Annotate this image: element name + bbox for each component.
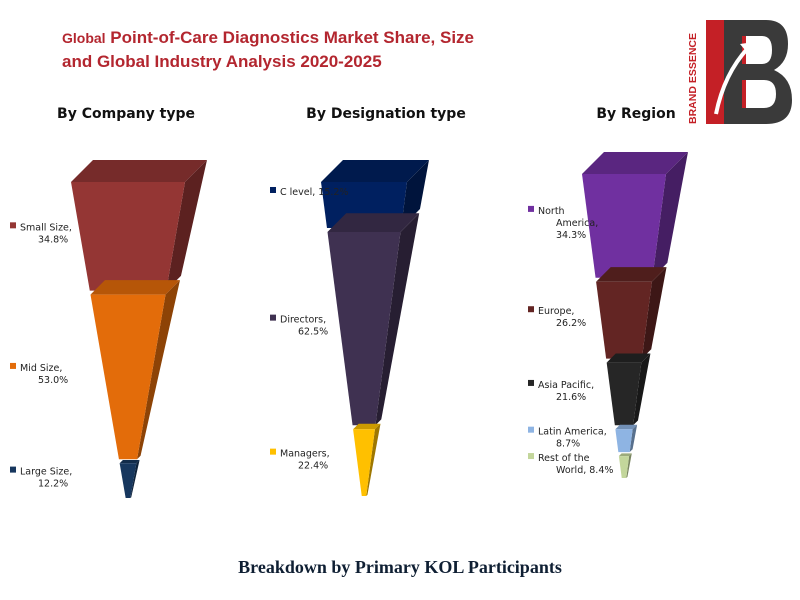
funnel-segment-2-4	[618, 453, 632, 478]
footer-caption: Breakdown by Primary KOL Participants	[238, 557, 562, 577]
panel-title-1: By Designation type	[306, 106, 466, 122]
title-line2: and Global Industry Analysis 2020-2025	[62, 52, 382, 71]
funnel-segment-0-1	[90, 280, 180, 460]
funnel-label-text: Latin America,	[538, 427, 607, 438]
funnel-segment-0-0	[71, 160, 207, 291]
funnel-segment-2-2	[606, 353, 651, 426]
funnel-label-0-2: Large Size,12.2%	[10, 466, 72, 490]
funnel-label-text: 53.0%	[38, 375, 68, 386]
panel-title-0: By Company type	[57, 106, 195, 122]
funnel-label-2-2: Asia Pacific,21.6%	[528, 379, 594, 403]
funnel-label-text: Large Size,	[20, 467, 72, 478]
funnel-segment-1-2	[353, 423, 381, 496]
funnel-label-text: North	[538, 206, 565, 217]
funnel-label-text: Small Size,	[20, 222, 72, 233]
funnel-label-1-2: Managers,22.4%	[270, 448, 330, 472]
funnel-label-text: Asia Pacific,	[538, 380, 594, 391]
funnel-label-text: 34.3%	[556, 230, 586, 241]
funnel-label-0-0: Small Size,34.8%	[10, 222, 72, 245]
brand-logo	[706, 20, 792, 124]
funnel-label-2-1: Europe,26.2%	[528, 306, 586, 329]
funnel-label-text: C level, 15.2%	[280, 187, 348, 198]
funnel-segment-1-1	[327, 213, 420, 426]
logo-text: BRAND ESSENCE	[687, 33, 699, 124]
funnel-label-text: 62.5%	[298, 327, 328, 338]
logo-text-wrap: BRAND ESSENCE	[687, 33, 699, 124]
funnel-label-text: Managers,	[280, 449, 330, 460]
funnel-segment-2-0	[582, 152, 688, 278]
funnel-label-text: World, 8.4%	[556, 465, 613, 476]
title-prefix: Global	[62, 30, 106, 46]
panel-title-2: By Region	[596, 106, 676, 122]
logo-arrow-head	[740, 42, 754, 56]
funnel-label-text: America,	[556, 218, 598, 229]
funnel-segment-0-2	[119, 459, 140, 498]
funnel-segment-2-3	[615, 424, 638, 453]
funnel-label-text: 12.2%	[38, 479, 68, 490]
funnel-label-text: Rest of the	[538, 453, 590, 464]
funnel-label-text: Europe,	[538, 306, 574, 317]
logo-arrow	[714, 46, 750, 115]
funnel-label-text: Mid Size,	[20, 363, 62, 374]
funnel-label-text: 26.2%	[556, 318, 586, 329]
funnel-label-text: 21.6%	[556, 392, 586, 403]
funnel-label-text: 34.8%	[38, 234, 68, 245]
funnel-segment-2-1	[596, 267, 667, 359]
funnel-label-1-0: C level, 15.2%	[270, 186, 348, 198]
funnel-label-text: 22.4%	[298, 461, 328, 472]
title-main: Point-of-Care Diagnostics Market Share, …	[110, 28, 474, 47]
funnel-label-1-1: Directors,62.5%	[270, 314, 328, 338]
funnel-label-2-3: Latin America,8.7%	[528, 426, 607, 450]
funnel-label-text: Directors,	[280, 315, 326, 326]
logo-b-shape	[724, 20, 792, 124]
funnel-label-text: 8.7%	[556, 439, 580, 450]
funnel-label-0-1: Mid Size,53.0%	[10, 362, 68, 386]
page-title: Global Point-of-Care Diagnostics Market …	[62, 26, 622, 73]
